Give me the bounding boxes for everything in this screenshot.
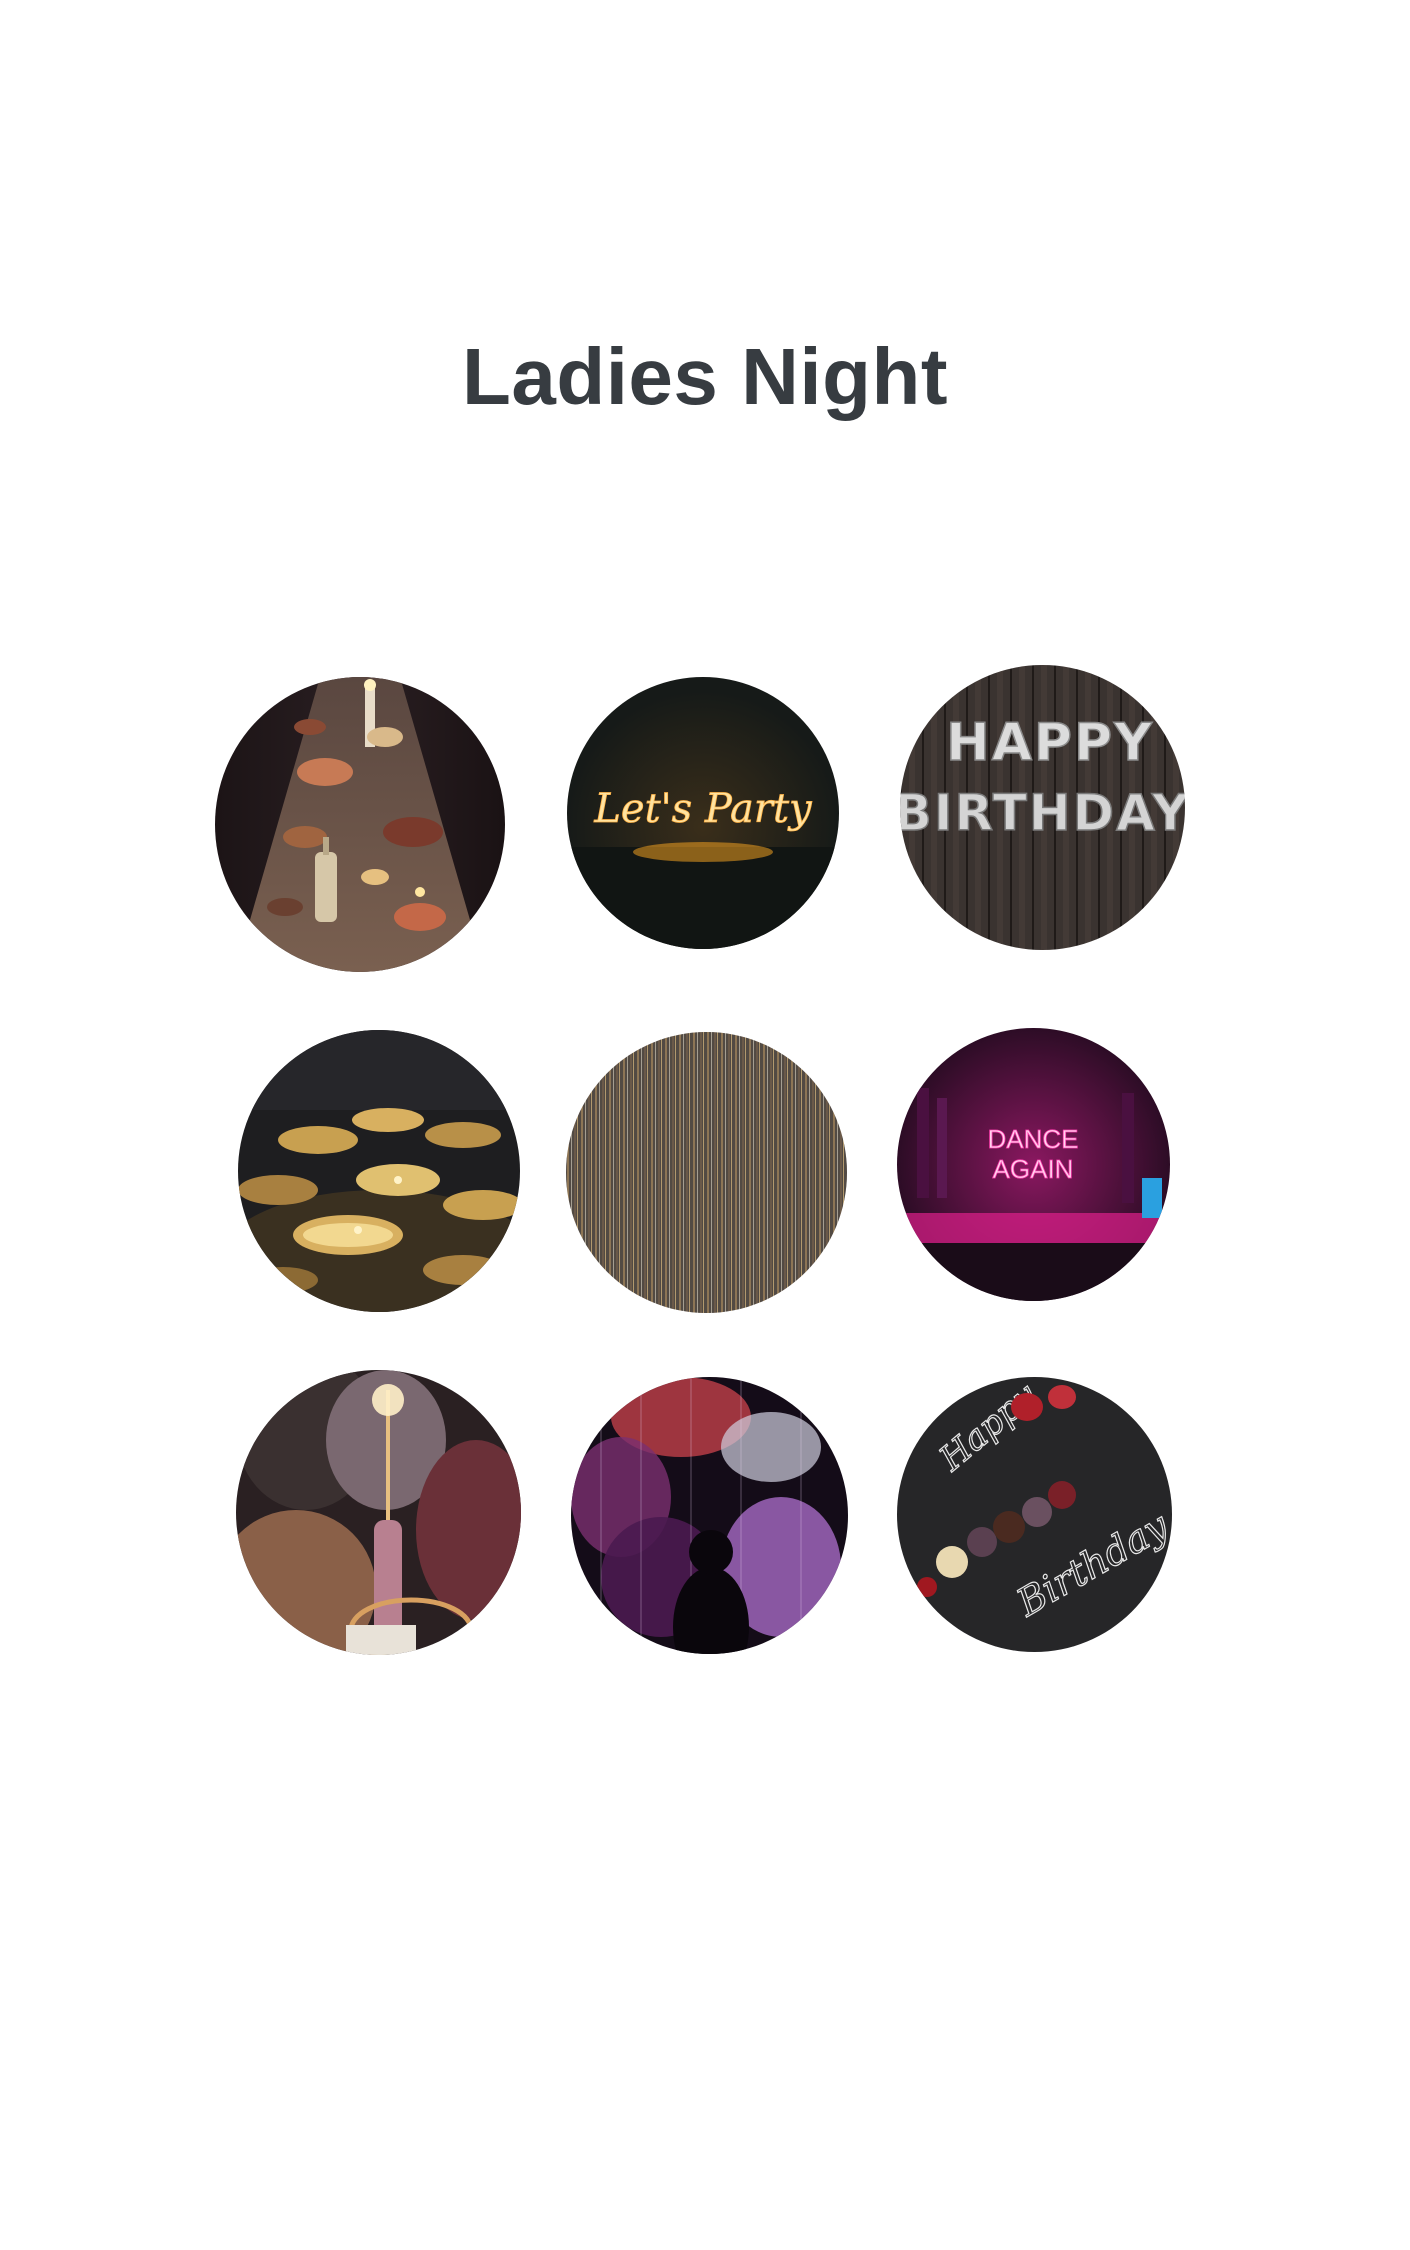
photo-lets-party-neon[interactable]: Let's Party [567, 677, 839, 949]
purple-party-image [571, 1377, 848, 1654]
dinner-table-image [215, 677, 505, 972]
photo-sparkler-champagne[interactable] [236, 1370, 521, 1655]
neon-line-1: DANCE [987, 1124, 1078, 1154]
photo-glitter-curtain[interactable] [566, 1032, 847, 1313]
lets-party-neon-image: Let's Party [567, 677, 839, 949]
photo-champagne-glasses[interactable] [238, 1030, 520, 1312]
dance-again-neon-image: DANCE AGAIN [897, 1028, 1170, 1301]
balloon-line-2: BIRTHDAY [900, 784, 1185, 842]
neon-sign-text: Let's Party [593, 786, 813, 832]
neon-line-2: AGAIN [993, 1154, 1074, 1184]
photo-chalkboard-birthday[interactable]: Happy Birthday [897, 1377, 1172, 1652]
glitter-curtain-image [566, 1032, 847, 1313]
sparkler-champagne-image [236, 1370, 521, 1655]
chalkboard-birthday-image: Happy Birthday [897, 1377, 1172, 1652]
balloon-line-1: HAPPY [946, 713, 1154, 773]
photo-purple-party[interactable] [571, 1377, 848, 1654]
happy-birthday-balloons-image: HAPPY BIRTHDAY [900, 665, 1185, 950]
champagne-glasses-image [238, 1030, 520, 1312]
photo-happy-birthday-balloons[interactable]: HAPPY BIRTHDAY [900, 665, 1185, 950]
page-title: Ladies Night [461, 332, 949, 421]
photo-dance-again-neon[interactable]: DANCE AGAIN [897, 1028, 1170, 1301]
photo-dinner-table[interactable] [215, 677, 505, 972]
